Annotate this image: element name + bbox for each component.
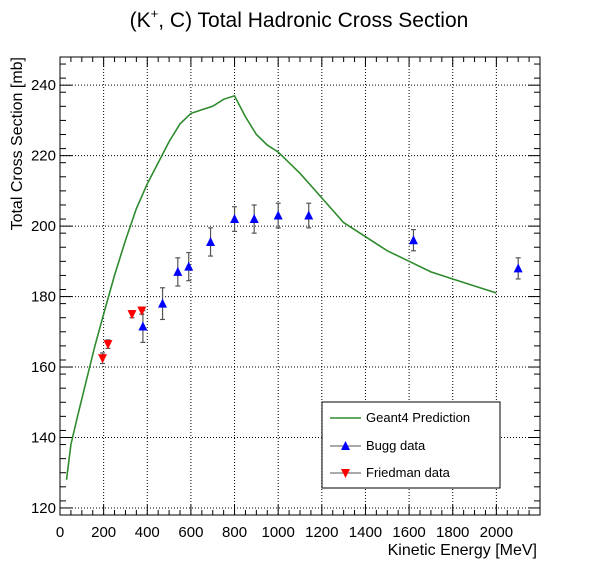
bugg-point [249, 214, 259, 224]
series-geant4-prediction [65, 94, 497, 480]
x-tick-label: 600 [178, 524, 203, 541]
x-tick-label: 1800 [436, 524, 469, 541]
geant4-prediction-line [65, 94, 497, 480]
bugg-point [158, 298, 168, 308]
x-tick-label: 400 [135, 524, 160, 541]
y-tick-label: 140 [31, 429, 56, 446]
bugg-point [206, 236, 216, 246]
y-tick-label: 220 [31, 148, 56, 165]
x-tick-label: 800 [222, 524, 247, 541]
y-axis-ticks: 120 140 160 180 200 220 240 [31, 63, 540, 517]
x-tick-label: 200 [91, 524, 116, 541]
y-tick-label: 160 [31, 359, 56, 376]
x-tick-label: 1400 [349, 524, 382, 541]
bugg-point [230, 214, 240, 224]
chart-title: (K+, C) Total Hadronic Cross Section [130, 6, 469, 32]
y-axis-title: Total Cross Section [mb] [9, 57, 26, 230]
friedman-point [127, 310, 137, 320]
bugg-point [184, 261, 194, 271]
bugg-point [304, 210, 314, 220]
y-tick-label: 200 [31, 218, 56, 235]
bugg-point [138, 321, 148, 331]
x-axis-ticks: 0 200 400 600 800 1000 1200 1400 1600 1800 2000 [56, 57, 530, 541]
legend-swatch-bugg-marker [341, 441, 350, 450]
bugg-point [273, 210, 283, 220]
chart-title-superscript: + [151, 6, 159, 21]
bugg-point [408, 235, 418, 245]
x-tick-label: 1200 [305, 524, 338, 541]
friedman-point [98, 354, 108, 364]
x-tick-label: 2000 [480, 524, 513, 541]
legend-box [321, 401, 501, 489]
legend-label-bugg: Bugg data [366, 438, 426, 453]
x-axis-title: Kinetic Energy [MeV] [388, 542, 537, 559]
chart-title-rest: , C) Total Hadronic Cross Section [158, 9, 468, 32]
y-tick-label: 180 [31, 289, 56, 306]
x-tick-label: 1000 [261, 524, 294, 541]
friedman-point [137, 306, 147, 316]
legend-label-friedman: Friedman data [366, 465, 451, 480]
x-tick-label: 1600 [392, 524, 425, 541]
legend: Geant4 Prediction Bugg data Friedman dat… [321, 401, 501, 489]
series-points [98, 202, 523, 365]
legend-label-geant4-prediction: Geant4 Prediction [366, 410, 470, 425]
x-tick-label: 0 [56, 524, 64, 541]
bugg-point [173, 266, 183, 276]
y-tick-label: 120 [31, 500, 56, 517]
bugg-point [513, 263, 523, 273]
friedman-point [103, 340, 113, 350]
legend-swatch-friedman-marker [341, 469, 350, 478]
y-tick-label: 240 [31, 77, 56, 94]
chart-title-main: (K [130, 9, 151, 32]
